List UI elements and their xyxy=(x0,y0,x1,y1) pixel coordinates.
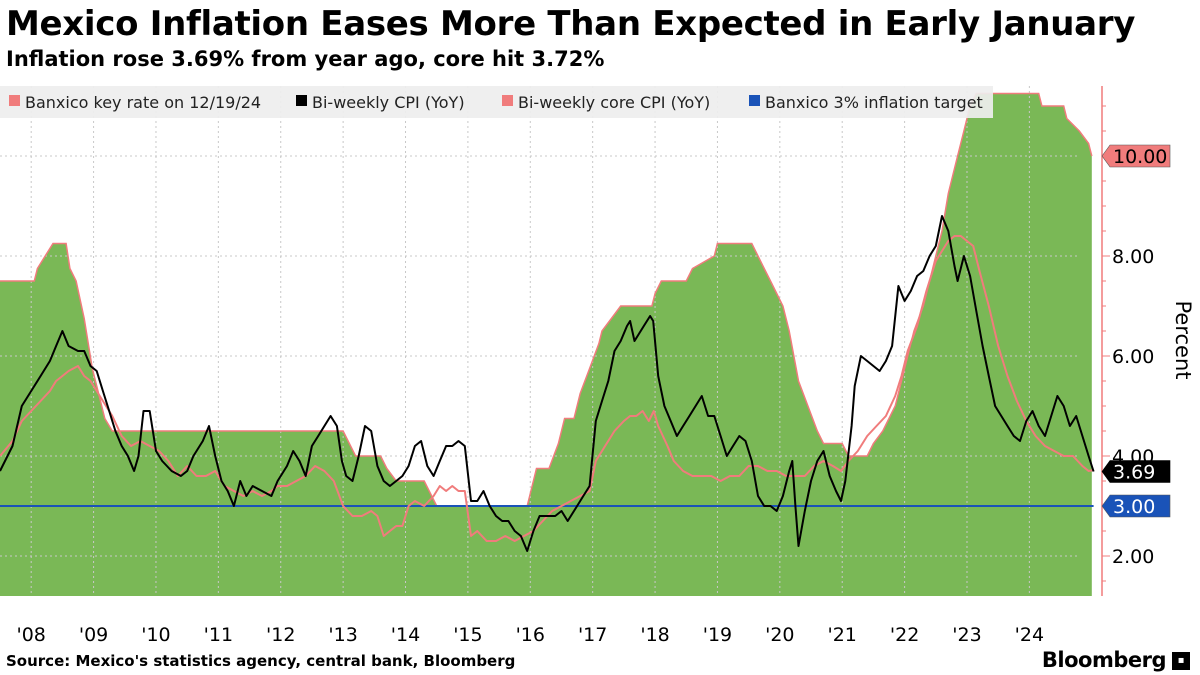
x-tick-label: '17 xyxy=(578,624,607,646)
x-tick-label: '16 xyxy=(516,624,545,646)
x-tick-label: '21 xyxy=(828,624,857,646)
x-tick-label: '11 xyxy=(204,624,233,646)
bloomberg-logo: Bloomberg xyxy=(1041,648,1167,672)
x-tick-label: '09 xyxy=(79,624,108,646)
bloomberg-mark-icon: ▪ xyxy=(1172,652,1190,670)
x-tick-label: '20 xyxy=(765,624,794,646)
x-tick-label: '15 xyxy=(453,624,482,646)
legend-item: Bi-weekly CPI (YoY) xyxy=(312,93,465,112)
x-tick-label: '23 xyxy=(952,624,981,646)
x-tick-label: '10 xyxy=(141,624,170,646)
end-value-label-box xyxy=(1101,144,1171,168)
x-tick-label: '12 xyxy=(266,624,295,646)
y-tick-label: 2.00 xyxy=(1112,546,1154,568)
chart-title: Mexico Inflation Eases More Than Expecte… xyxy=(6,4,1136,44)
legend-item: Banxico key rate on 12/19/24 xyxy=(25,93,261,112)
x-tick-label: '18 xyxy=(640,624,669,646)
chart-subtitle: Inflation rose 3.69% from year ago, core… xyxy=(6,47,605,71)
legend-swatch xyxy=(9,95,20,106)
legend-swatch xyxy=(502,95,513,106)
x-tick-label: '08 xyxy=(16,624,45,646)
x-tick-label: '13 xyxy=(328,624,357,646)
end-value-label: 3.69 xyxy=(1113,462,1155,484)
legend-item: Bi-weekly core CPI (YoY) xyxy=(518,93,710,112)
legend-item: Banxico 3% inflation target xyxy=(765,93,983,112)
x-tick-label: '14 xyxy=(391,624,420,646)
y-tick-label: 6.00 xyxy=(1112,346,1154,368)
x-tick-label: '22 xyxy=(890,624,919,646)
y-tick-label: 8.00 xyxy=(1112,246,1154,268)
x-tick-label: '24 xyxy=(1015,624,1044,646)
x-tick-label: '19 xyxy=(703,624,732,646)
legend-background xyxy=(0,86,993,118)
y-axis-label: Percent xyxy=(1171,300,1195,379)
end-value-label: 3.00 xyxy=(1113,496,1155,518)
end-value-label: 10.00 xyxy=(1113,146,1167,168)
cpi-line xyxy=(0,215,1095,552)
key-rate-area xyxy=(0,93,1092,596)
source-note: Source: Mexico's statistics agency, cent… xyxy=(6,652,516,670)
legend-swatch xyxy=(296,95,307,106)
legend-swatch xyxy=(749,95,760,106)
end-value-label-box xyxy=(1101,460,1171,483)
end-value-label-box xyxy=(1101,494,1171,518)
